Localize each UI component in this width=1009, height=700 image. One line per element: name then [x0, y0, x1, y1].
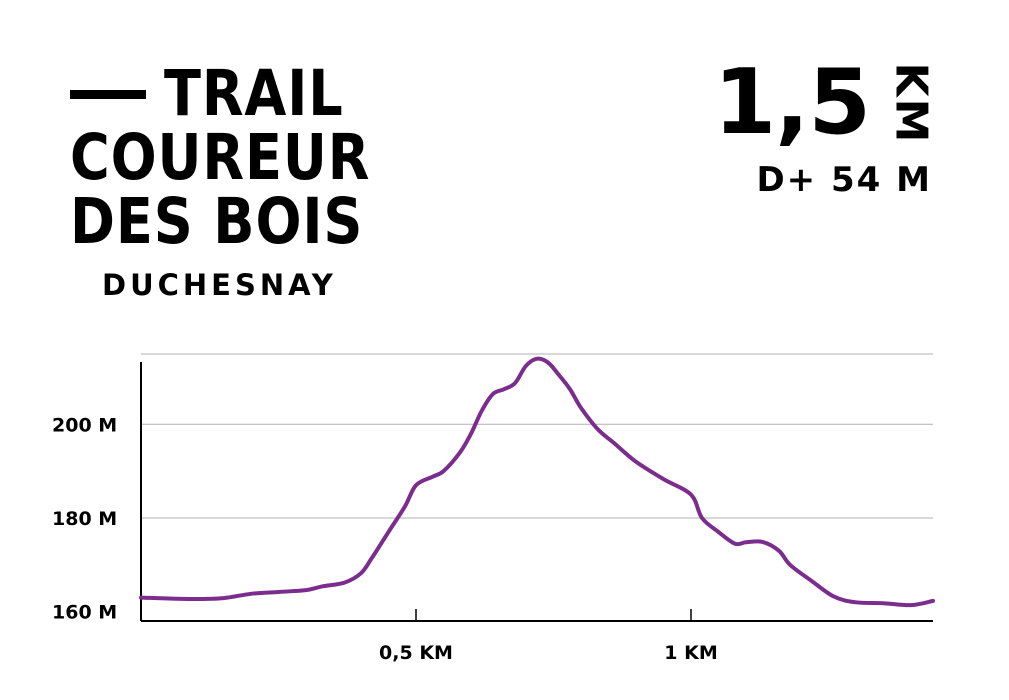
elevation-gain: D+ 54 M: [756, 160, 932, 200]
title-line-2: COUREUR: [70, 126, 400, 190]
elevation-profile-line: [139, 356, 935, 608]
x-tick-label-0: 0,5 KM: [379, 642, 453, 664]
trail-title: TRAIL COUREUR DES BOIS: [70, 62, 400, 254]
title-dash: [70, 89, 146, 99]
distance-value: 1,5: [713, 50, 871, 155]
y-tick-label-0: 160 M: [52, 602, 117, 624]
x-tick-label-1: 1 KM: [664, 642, 717, 664]
title-line-1: TRAIL: [70, 62, 400, 126]
y-tick-label-1: 180 M: [52, 508, 117, 530]
line-layer: [139, 356, 935, 608]
title-word-des-bois: DES BOIS: [70, 185, 364, 258]
title-word-coureur: COUREUR: [70, 121, 371, 194]
title-line-3: DES BOIS: [70, 190, 400, 254]
location-subtitle: DUCHESNAY: [102, 268, 337, 302]
grid-layer: [141, 353, 933, 519]
y-tick-label-2: 200 M: [52, 414, 117, 436]
axis-layer: [140, 362, 933, 622]
label-layer: 0,5 KM 1 KM 160 M 180 M 200 M: [52, 414, 718, 664]
title-word-trail: TRAIL: [164, 57, 344, 130]
